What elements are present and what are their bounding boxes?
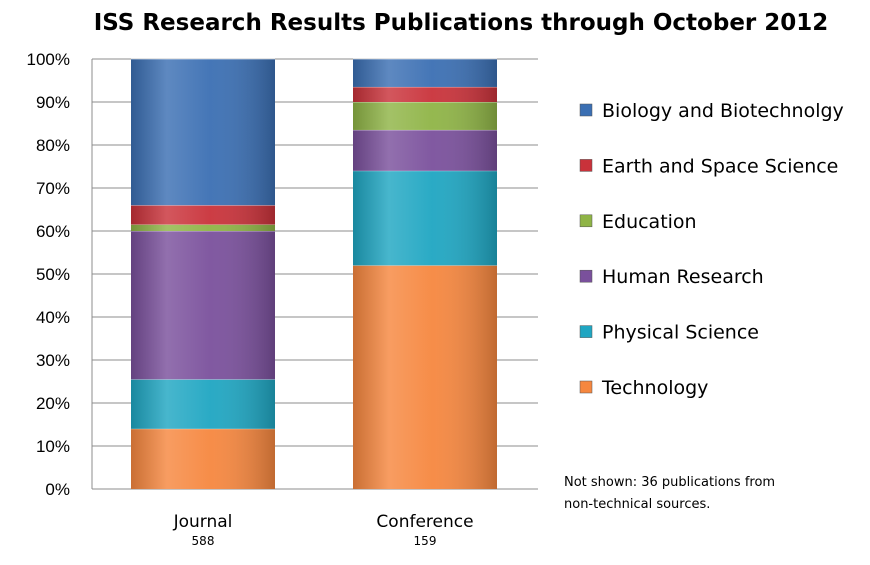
- bar-segment-shade: [131, 59, 275, 206]
- footnote-line: Not shown: 36 publications from: [564, 475, 775, 490]
- y-axis-ticks: 0% 10% 20% 30% 40% 50% 60% 70% 80% 90% 100%: [27, 50, 70, 499]
- y-tick-label: 40%: [36, 308, 70, 327]
- x-category-label: Journal: [173, 512, 233, 532]
- bar-segment-shade: [131, 231, 275, 380]
- bar-segment-shade: [353, 129, 497, 171]
- y-tick-label: 30%: [36, 351, 70, 370]
- footnote: Not shown: 36 publications from non-techn…: [564, 475, 775, 512]
- x-category-count: 159: [414, 534, 437, 548]
- legend-swatch: [579, 159, 593, 172]
- legend-swatch: [579, 380, 593, 394]
- legend-label: Earth and Space Science: [602, 155, 838, 177]
- legend-swatch: [579, 214, 593, 228]
- y-tick-label: 80%: [36, 136, 70, 155]
- legend-label: Physical Science: [602, 322, 759, 344]
- bar-segment-shade: [353, 59, 497, 87]
- bar-segment-shade: [131, 205, 275, 225]
- x-category-count: 588: [192, 534, 215, 548]
- y-tick-label: 70%: [36, 179, 70, 198]
- y-tick-label: 100%: [27, 50, 70, 69]
- legend-label: Technology: [601, 377, 708, 399]
- legend-label: Human Research: [602, 266, 764, 288]
- y-tick-label: 90%: [36, 93, 70, 112]
- x-axis-labels: Journal 588 Conference 159: [173, 512, 474, 548]
- bar-segment-shade: [353, 102, 497, 130]
- y-tick-label: 10%: [36, 437, 70, 456]
- legend-swatch: [579, 103, 593, 117]
- bar-segment-shade: [353, 265, 497, 489]
- chart-title: ISS Research Results Publications throug…: [94, 10, 829, 36]
- y-tick-label: 0%: [45, 480, 70, 499]
- x-category-label: Conference: [376, 512, 473, 532]
- legend-swatch: [579, 269, 593, 283]
- bar-segment-shade: [353, 170, 497, 266]
- legend-label: Biology and Biotechnolgy: [602, 100, 844, 122]
- legend-swatch: [579, 325, 593, 338]
- bar-segment-shade: [131, 379, 275, 429]
- footnote-line: non-technical sources.: [564, 497, 710, 512]
- legend-label: Education: [602, 211, 697, 233]
- bar-segment-shade: [131, 224, 275, 231]
- y-tick-label: 60%: [36, 222, 70, 241]
- legend: Biology and Biotechnolgy Earth and Space …: [579, 100, 844, 399]
- bar-segment-shade: [131, 428, 275, 489]
- bar-segment-shade: [353, 86, 497, 102]
- y-tick-label: 20%: [36, 394, 70, 413]
- y-tick-label: 50%: [36, 265, 70, 284]
- bars: [131, 58, 497, 489]
